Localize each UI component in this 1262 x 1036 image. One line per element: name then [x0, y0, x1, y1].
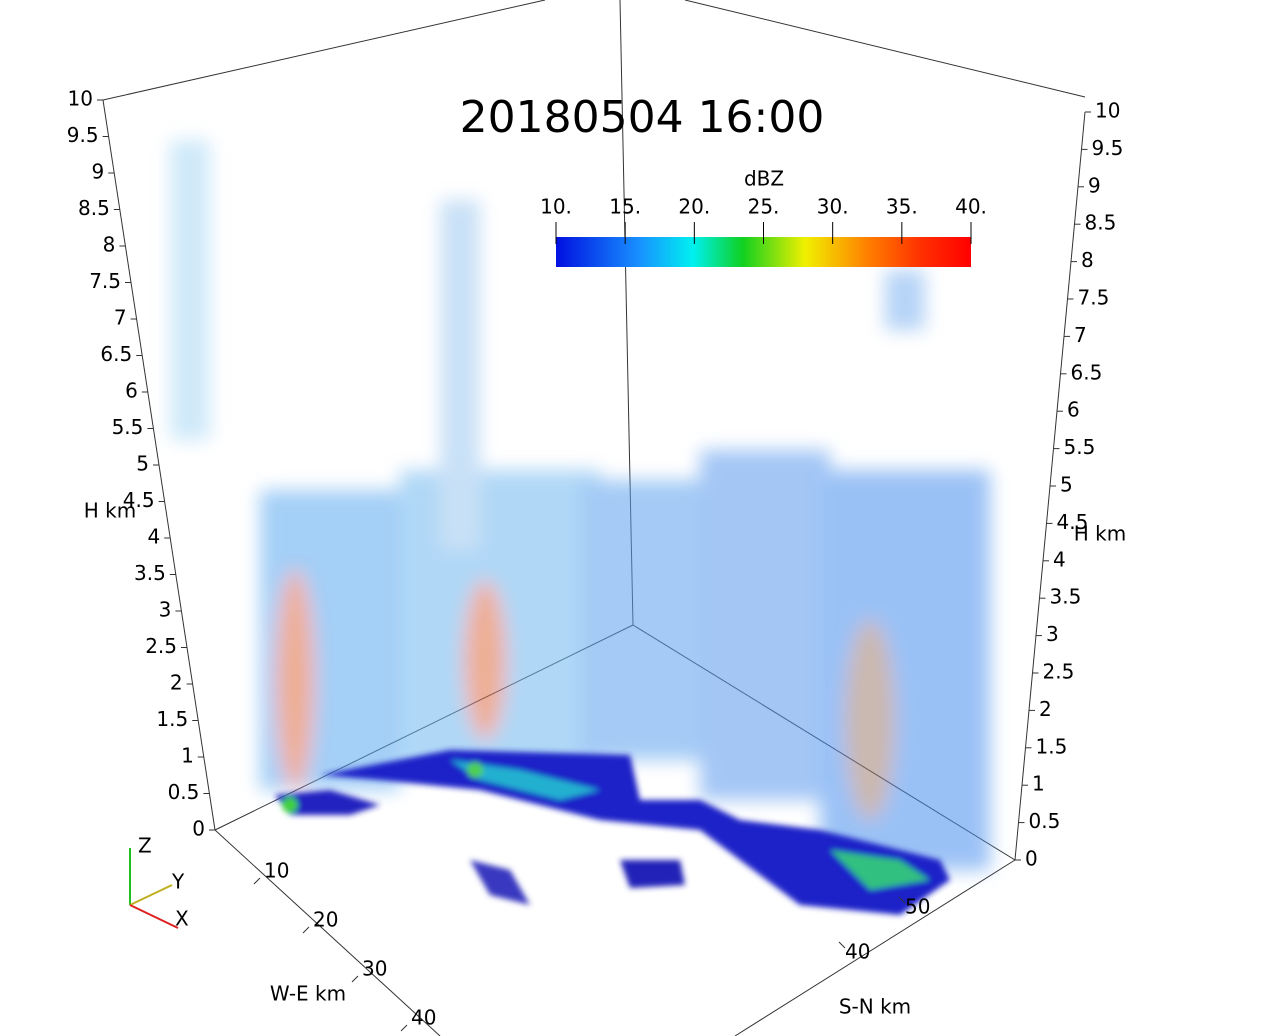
- tick-label: 30: [362, 957, 387, 981]
- colorbar-tick-label: 10.: [540, 195, 572, 219]
- tick-mark: [400, 1024, 408, 1032]
- tick-label: 2: [1039, 697, 1052, 721]
- tick-label: 7: [1074, 323, 1087, 347]
- tick-mark: [253, 877, 261, 885]
- tick-label: 9: [1088, 173, 1101, 197]
- tick-label: 1.5: [1036, 734, 1068, 758]
- tick-label: 0.5: [1029, 809, 1061, 833]
- axis-title: S-N km: [839, 995, 911, 1019]
- tick-label: 6.5: [100, 342, 132, 366]
- axis-title: W-E km: [270, 982, 346, 1006]
- tick-label: 6: [125, 379, 138, 403]
- tick-label: 9.5: [1092, 136, 1124, 160]
- tick-label: 1.5: [156, 707, 188, 731]
- tick-label: 4: [1053, 547, 1066, 571]
- tick-label: 7: [114, 306, 127, 330]
- tick-label: 2: [170, 671, 183, 695]
- tick-label: 3: [1046, 622, 1059, 646]
- tick-label: 5: [136, 452, 149, 476]
- axis-title: H km: [1074, 522, 1126, 546]
- tick-label: 40: [411, 1006, 436, 1030]
- colorbar-title: dBZ: [744, 167, 784, 191]
- tick-label: 4.5: [1057, 510, 1089, 534]
- colorbar-tick-label: 15.: [609, 195, 641, 219]
- tick-label: 3: [159, 598, 172, 622]
- tick-mark: [302, 926, 310, 934]
- y-label: Y: [171, 870, 185, 894]
- tick-label: 20: [313, 908, 338, 932]
- tick-label: 1: [1032, 772, 1045, 796]
- tick-label: 4: [147, 525, 160, 549]
- tick-label: 5.5: [112, 415, 144, 439]
- tick-label: 0: [192, 817, 205, 841]
- tick-label: 5: [1060, 473, 1073, 497]
- tick-label: 3.5: [134, 561, 166, 585]
- tick-label: 4.5: [123, 488, 155, 512]
- colorbar-tick-label: 35.: [886, 195, 918, 219]
- axis-title: H km: [84, 499, 136, 523]
- tick-label: 6.5: [1071, 360, 1103, 384]
- z-label: Z: [138, 834, 152, 858]
- colorbar-tick-label: 20.: [678, 195, 710, 219]
- tick-label: 40: [845, 940, 870, 964]
- tick-label: 50: [905, 895, 930, 919]
- colorbar-tick-label: 30.: [817, 195, 849, 219]
- tick-label: 5.5: [1064, 435, 1096, 459]
- tick-label: 8: [103, 233, 116, 257]
- volume-render: [170, 140, 990, 870]
- tick-label: 3.5: [1050, 585, 1082, 609]
- tick-label: 0.5: [168, 780, 200, 804]
- orientation-axes: Z Y X: [129, 834, 189, 931]
- tick-label: 9.5: [67, 123, 99, 147]
- tick-label: 10: [264, 859, 289, 883]
- tick-label: 6: [1067, 398, 1080, 422]
- tick-label: 8: [1081, 248, 1094, 272]
- x-label: X: [175, 907, 189, 931]
- tick-mark: [898, 896, 906, 904]
- tick-label: 10: [1095, 99, 1120, 123]
- title: 20180504 16:00: [460, 92, 825, 143]
- tick-label: 8.5: [78, 196, 110, 220]
- tick-label: 1: [181, 744, 194, 768]
- tick-label: 0: [1025, 847, 1038, 871]
- surface-echo: [275, 750, 950, 915]
- colorbar-tick-label: 25.: [748, 195, 780, 219]
- tick-mark: [351, 975, 359, 983]
- colorbar-tick-label: 40.: [955, 195, 987, 219]
- tick-label: 10: [68, 87, 93, 111]
- tick-mark: [838, 941, 846, 949]
- tick-label: 2.5: [1043, 660, 1075, 684]
- tick-label: 7.5: [89, 269, 121, 293]
- tick-label: 7.5: [1078, 286, 1110, 310]
- tick-label: 8.5: [1085, 211, 1117, 235]
- tick-label: 9: [91, 160, 104, 184]
- tick-label: 2.5: [145, 634, 177, 658]
